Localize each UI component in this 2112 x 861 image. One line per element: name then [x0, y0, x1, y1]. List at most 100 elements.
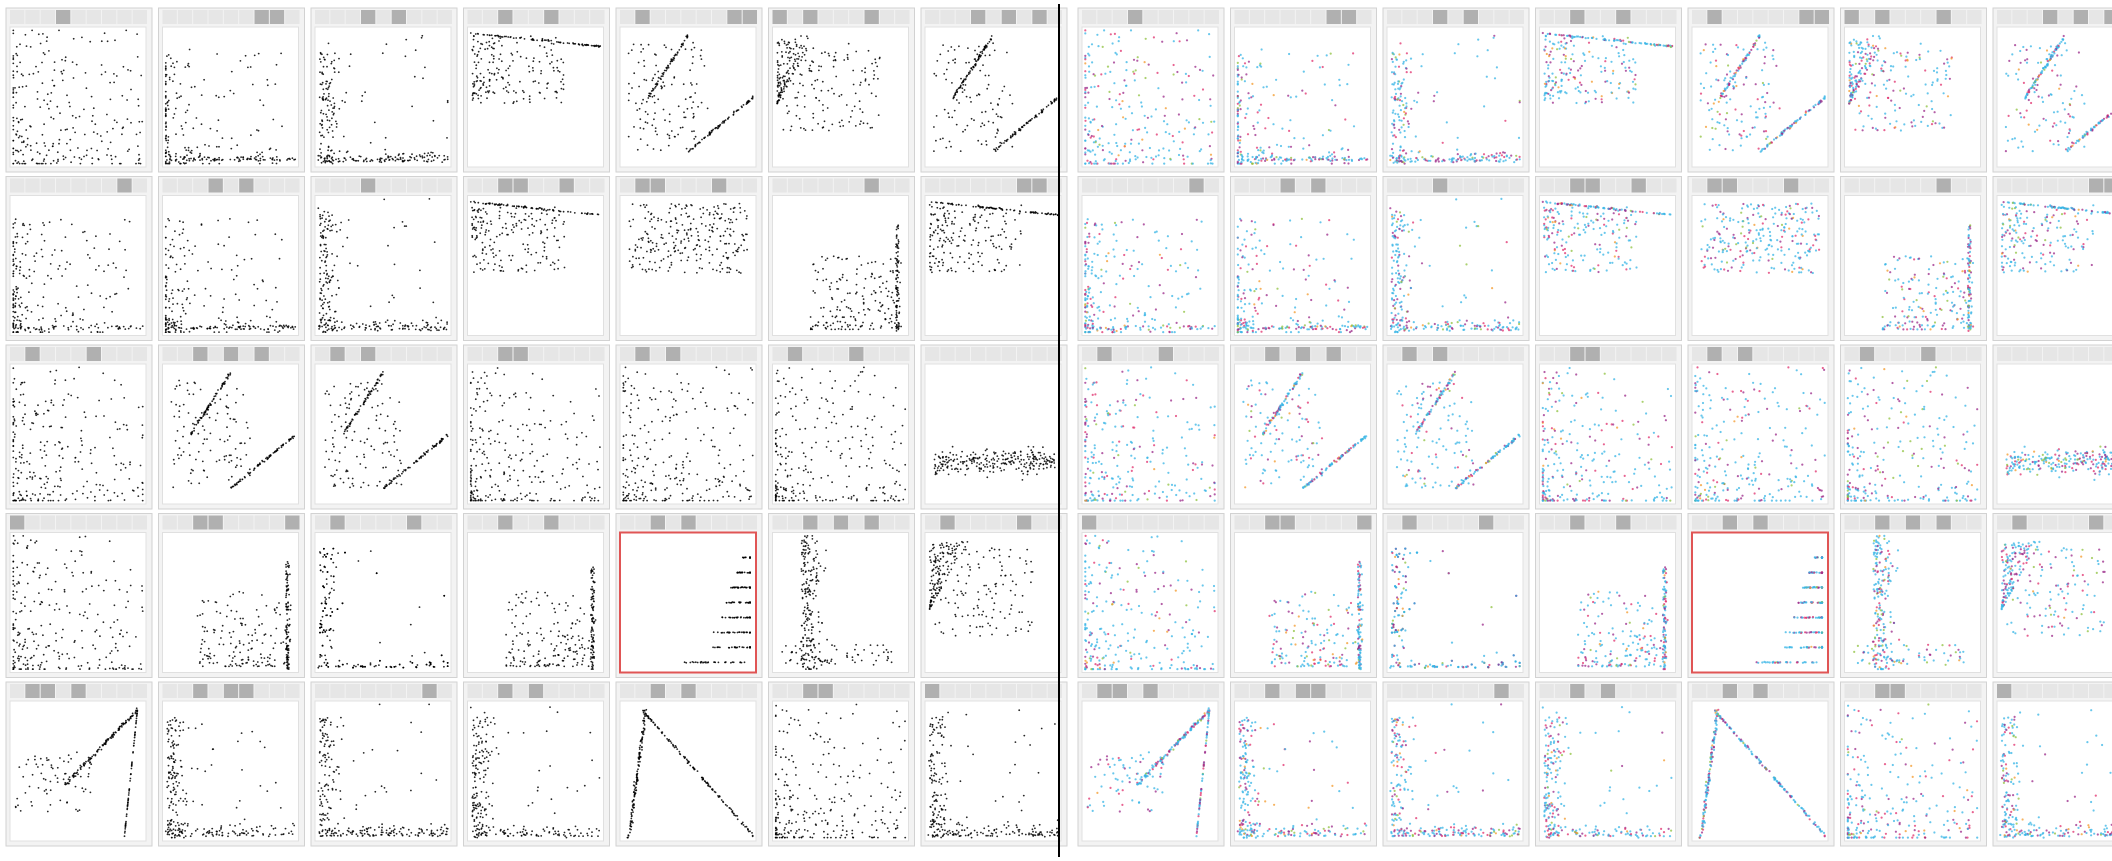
data-point: [1003, 268, 1006, 271]
scatterplot-tile[interactable]: [310, 344, 458, 510]
data-point: [733, 496, 736, 498]
scatterplot-tile[interactable]: [768, 176, 915, 341]
scagnostic-bar-cell: [574, 178, 590, 193]
data-point: [582, 475, 584, 478]
data-point: [639, 204, 642, 207]
scatterplot-tile[interactable]: [5, 176, 153, 341]
data-point: [668, 137, 671, 140]
data-point: [670, 264, 673, 266]
data-point: [521, 268, 524, 270]
data-point: [219, 388, 222, 390]
data-point: [531, 372, 534, 375]
data-point: [816, 78, 819, 81]
data-point: [291, 157, 294, 160]
data-point: [874, 291, 877, 294]
data-point: [550, 497, 553, 500]
data-point: [41, 499, 44, 502]
data-point: [116, 121, 118, 124]
data-point: [126, 118, 129, 120]
scatterplot-tile[interactable]: [463, 7, 610, 173]
data-point: [888, 321, 890, 324]
data-point: [16, 130, 19, 133]
data-point: [42, 296, 45, 299]
scatterplot-tile[interactable]: [310, 7, 458, 173]
data-point: [423, 156, 426, 159]
data-point: [546, 55, 548, 58]
scatterplot-tile[interactable]: [310, 176, 458, 341]
data-point: [728, 221, 731, 224]
scagnostic-bar-active: [117, 178, 132, 193]
data-point: [323, 250, 325, 252]
data-point: [187, 64, 189, 67]
data-point: [394, 156, 397, 159]
data-point: [484, 499, 487, 502]
data-point: [319, 256, 321, 259]
scatterplot-tile[interactable]: [920, 7, 1068, 173]
data-point: [546, 236, 549, 239]
data-point: [21, 419, 24, 422]
data-point: [965, 61, 967, 64]
data-point: [324, 331, 327, 333]
data-point: [507, 81, 509, 84]
data-point: [929, 252, 931, 255]
data-point: [26, 240, 29, 243]
scatterplot-tile[interactable]: [615, 176, 763, 341]
data-point: [366, 438, 369, 441]
data-point: [687, 237, 690, 240]
data-point: [786, 112, 789, 115]
data-point: [841, 325, 843, 328]
scagnostic-bar-active: [635, 178, 650, 193]
data-point: [963, 89, 966, 91]
data-point: [26, 137, 29, 140]
data-point: [939, 138, 942, 141]
data-point: [281, 125, 283, 128]
data-point: [350, 327, 353, 330]
data-point: [796, 104, 799, 107]
scatterplot-tile[interactable]: [5, 344, 153, 510]
scatterplot-tile[interactable]: [158, 344, 305, 510]
scatterplot-tile[interactable]: [158, 176, 305, 341]
data-point: [441, 161, 444, 164]
data-point: [948, 202, 950, 205]
data-point: [38, 152, 41, 155]
scatterplot-tile[interactable]: [5, 7, 153, 173]
data-point: [12, 226, 15, 229]
data-point: [435, 316, 437, 319]
data-point: [928, 204, 931, 206]
data-point: [958, 235, 961, 238]
data-point: [330, 327, 333, 330]
data-point: [326, 116, 328, 118]
data-point: [164, 295, 167, 297]
data-point: [60, 218, 62, 221]
data-point: [31, 29, 33, 32]
scatterplot-tile[interactable]: [463, 344, 610, 510]
scatterplot-tile[interactable]: [158, 7, 305, 173]
data-point: [333, 324, 336, 327]
data-point: [638, 238, 640, 241]
data-point: [74, 461, 76, 463]
data-point: [275, 162, 278, 165]
data-point: [665, 46, 667, 49]
data-point: [541, 39, 544, 42]
data-point: [351, 482, 354, 485]
data-point: [320, 305, 323, 307]
scatterplot-tile[interactable]: [920, 176, 1068, 341]
scatterplot-tile[interactable]: [463, 176, 610, 341]
data-point: [359, 463, 362, 465]
data-point: [862, 302, 865, 305]
data-point: [327, 154, 329, 157]
data-point: [286, 325, 289, 328]
scatterplot-tile[interactable]: [615, 344, 763, 510]
data-point: [956, 245, 958, 247]
data-point: [423, 326, 426, 328]
data-point: [103, 415, 105, 417]
scatterplot-tile[interactable]: [768, 7, 915, 173]
data-point: [107, 264, 110, 266]
data-point: [322, 112, 325, 115]
scatterplot-tile[interactable]: [615, 7, 763, 173]
data-point: [514, 392, 517, 395]
data-point: [712, 230, 714, 233]
data-point: [129, 325, 132, 328]
data-point: [518, 219, 521, 222]
data-point: [185, 149, 188, 152]
